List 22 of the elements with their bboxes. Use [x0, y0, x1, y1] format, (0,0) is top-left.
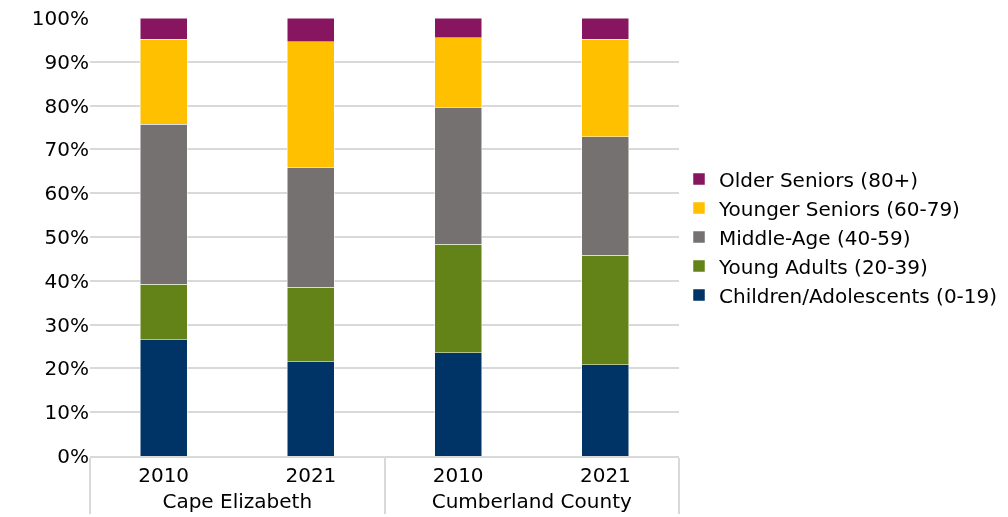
legend-label: Middle-Age (40-59) [719, 225, 911, 250]
legend-label: Older Seniors (80+) [719, 167, 919, 192]
y-tick-label: 90% [44, 49, 89, 74]
y-tick-label: 20% [44, 356, 89, 381]
y-tick-label: 40% [44, 268, 89, 293]
text: Cape Elizabeth [162, 488, 313, 513]
x-tick-label: 2021 [285, 462, 337, 487]
y-tick-label: 50% [44, 225, 89, 249]
y-tick-label: 80% [44, 93, 89, 118]
text: Cumberland County [431, 488, 632, 513]
x-tick-label: 2021 [579, 462, 631, 487]
y-tick-label: 70% [44, 137, 89, 162]
legend-label: Younger Seniors (60-79) [718, 196, 960, 221]
y-tick-label: 30% [44, 312, 89, 337]
x-tick-label: 2010 [138, 462, 190, 487]
y-tick-label: 0% [57, 444, 89, 468]
y-tick-label: 10% [44, 400, 89, 425]
x-tick-label: 2010 [432, 462, 484, 487]
y-tick-label: 100% [31, 6, 89, 30]
legend-label: Children/Adolescents (0-19) [719, 283, 998, 308]
legend-label: Young Adults (20-39) [718, 254, 928, 279]
y-tick-label: 60% [44, 181, 89, 206]
